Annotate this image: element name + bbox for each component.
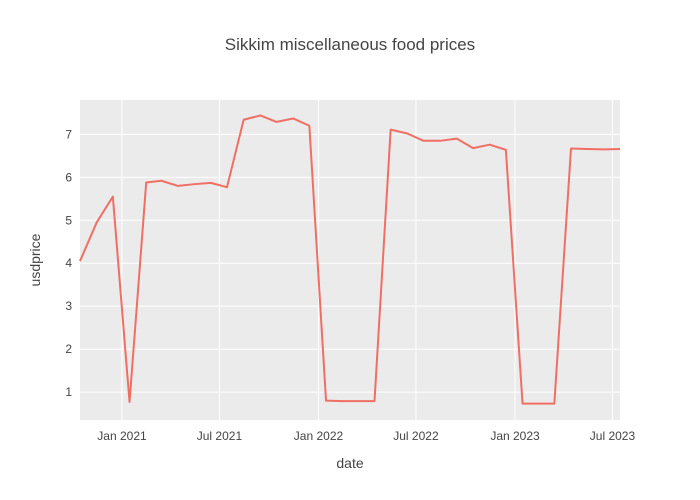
data-point	[241, 117, 247, 123]
data-point	[224, 184, 230, 190]
data-point	[420, 138, 426, 144]
grid	[80, 100, 620, 420]
y-tick-label: 4	[65, 256, 72, 270]
data-point	[127, 399, 133, 405]
data-point	[503, 147, 509, 153]
data-point	[584, 146, 590, 152]
x-tick-label: Jan 2021	[97, 429, 147, 443]
data-point	[323, 398, 329, 404]
y-tick-label: 5	[65, 213, 72, 227]
x-tick-label: Jul 2023	[590, 429, 636, 443]
data-point	[355, 398, 361, 404]
x-tick-label: Jul 2021	[197, 429, 243, 443]
data-point	[191, 181, 197, 187]
data-point	[306, 123, 312, 129]
data-point	[404, 131, 410, 137]
data-point	[388, 127, 394, 133]
plot-area	[80, 100, 620, 420]
data-point	[551, 401, 557, 407]
y-tick-label: 3	[65, 299, 72, 313]
data-point	[94, 219, 100, 225]
data-point	[470, 145, 476, 151]
data-point	[290, 115, 296, 121]
x-axis-ticks: Jan 2021 Jul 2021 Jan 2022 Jul 2022 Jan 2023…	[97, 429, 635, 443]
data-point	[77, 258, 83, 264]
chart-title: Sikkim miscellaneous food prices	[225, 35, 475, 54]
series-layer	[77, 112, 623, 407]
y-axis-ticks: 1 2 3 4 5 6 7	[65, 127, 72, 399]
data-point	[601, 146, 607, 152]
y-tick-label: 1	[65, 385, 72, 399]
data-point	[158, 178, 164, 184]
data-point	[520, 401, 526, 407]
y-tick-label: 7	[65, 127, 72, 141]
data-point	[340, 398, 346, 404]
data-point	[257, 112, 263, 118]
data-point	[175, 183, 181, 189]
x-tick-label: Jan 2022	[294, 429, 344, 443]
y-tick-label: 6	[65, 170, 72, 184]
data-point	[487, 142, 493, 148]
data-point	[208, 180, 214, 186]
data-point	[274, 119, 280, 125]
data-point	[143, 179, 149, 185]
x-tick-label: Jan 2023	[490, 429, 540, 443]
y-axis-title: usdprice	[27, 233, 43, 286]
data-point	[372, 398, 378, 404]
x-tick-label: Jul 2022	[393, 429, 439, 443]
x-axis-title: date	[336, 455, 363, 471]
y-tick-label: 2	[65, 342, 72, 356]
data-point	[437, 138, 443, 144]
data-point	[617, 146, 623, 152]
data-point	[568, 146, 574, 152]
data-point	[454, 136, 460, 142]
series-line	[79, 114, 621, 405]
data-point	[110, 194, 116, 200]
data-point	[536, 401, 542, 407]
